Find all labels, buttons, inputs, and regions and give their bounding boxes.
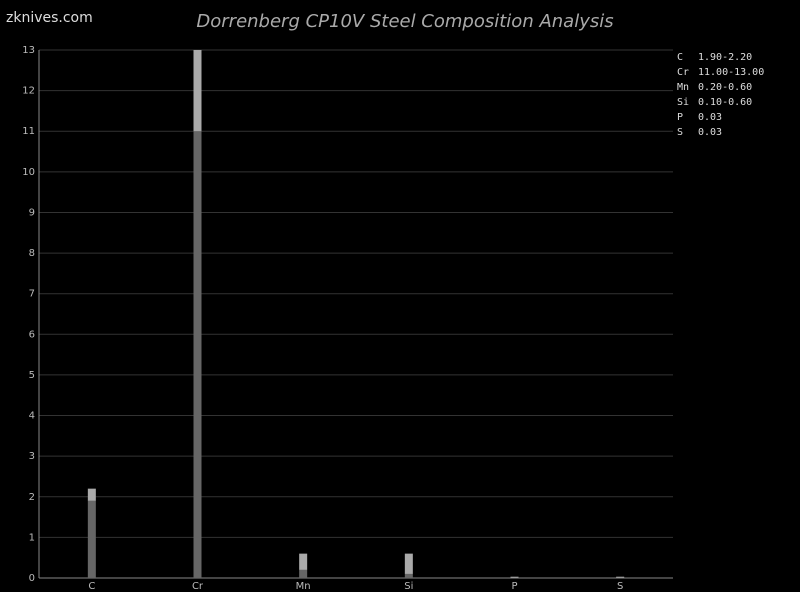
y-tick-label: 7 [29, 289, 35, 300]
chart-title: Dorrenberg CP10V Steel Composition Analy… [196, 11, 613, 32]
x-tick-label: Mn [296, 581, 311, 592]
legend-range: 0.10-0.60 [698, 97, 752, 108]
x-tick-label: S [617, 581, 623, 592]
bar-range [193, 50, 202, 132]
bar-range [616, 576, 625, 578]
legend-key: Si [677, 97, 689, 108]
y-tick-label: 6 [29, 329, 35, 340]
y-tick-label: 2 [29, 492, 35, 503]
bar-low [299, 569, 308, 578]
x-tick-label: Cr [192, 581, 204, 592]
bar-range [404, 553, 413, 574]
watermark: zknives.com [6, 10, 93, 26]
legend-key: P [677, 112, 683, 123]
legend-key: Cr [677, 67, 689, 78]
y-tick-label: 11 [22, 126, 35, 137]
y-tick-label: 9 [29, 207, 35, 218]
bar-low [404, 573, 413, 578]
bar-low [87, 500, 96, 578]
legend-range: 11.00-13.00 [698, 67, 764, 78]
y-tick-label: 8 [29, 248, 35, 259]
y-tick-label: 5 [29, 370, 35, 381]
legend-range: 1.90-2.20 [698, 52, 752, 63]
legend-range: 0.03 [698, 112, 722, 123]
y-tick-label: 3 [29, 451, 35, 462]
y-tick-label: 13 [22, 45, 35, 56]
legend-key: C [677, 52, 683, 63]
y-tick-label: 0 [29, 573, 35, 584]
legend-key: Mn [677, 82, 689, 93]
legend-range: 0.03 [698, 127, 722, 138]
x-tick-label: C [88, 581, 95, 592]
y-tick-label: 4 [29, 411, 35, 422]
bar-range [299, 553, 308, 570]
bar-range [87, 488, 96, 501]
y-tick-label: 1 [29, 532, 35, 543]
y-tick-label: 12 [22, 86, 35, 97]
x-tick-label: P [511, 581, 517, 592]
bar-range [510, 576, 519, 578]
x-tick-label: Si [404, 581, 413, 592]
bar-low [193, 131, 202, 578]
legend-range: 0.20-0.60 [698, 82, 752, 93]
y-tick-label: 10 [22, 167, 35, 178]
legend-key: S [677, 127, 683, 138]
